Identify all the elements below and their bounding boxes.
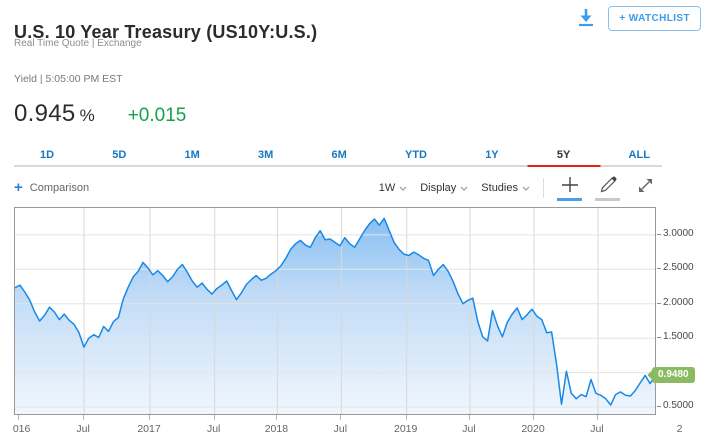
range-tab-all[interactable]: ALL — [628, 149, 650, 161]
chart-toolbar: + Comparison 1W Display Studies — [14, 174, 658, 201]
expand-icon — [637, 177, 654, 199]
chevron-down-icon — [399, 182, 407, 194]
chart-tools: 1W Display Studies — [379, 174, 658, 201]
x-axis-tick — [83, 415, 85, 420]
x-axis: 016 Jul 2017 Jul 2018 Jul 2019 Jul 2020 Jul 2 — [12, 415, 710, 443]
x-axis-label: Jul — [462, 423, 476, 435]
y-axis-label: 2.0000 — [663, 296, 694, 308]
price-chart[interactable] — [14, 207, 656, 415]
x-axis-label: Jul — [333, 423, 348, 435]
comparison-label: Comparison — [29, 181, 90, 194]
y-axis-label: 2.5000 — [663, 262, 694, 274]
fullscreen-button[interactable] — [633, 174, 658, 201]
y-axis-label: 3.0000 — [663, 227, 694, 239]
display-dropdown[interactable]: Display — [420, 182, 468, 194]
price-value: 0.945 — [14, 100, 76, 127]
y-axis-tick — [657, 406, 661, 408]
interval-label: 1W — [378, 181, 396, 194]
range-tabs: 1D 5D 1M 3M 6M YTD 1Y 5Y ALL — [14, 146, 662, 167]
x-axis-tick — [149, 415, 150, 420]
price-change: +0.015 — [127, 105, 187, 126]
quote-source-label: Real Time Quote | Exchange — [14, 38, 142, 49]
active-tool-indicator — [557, 198, 582, 201]
tool-indicator — [595, 198, 620, 201]
price-row: 0.945 % +0.015 — [14, 100, 186, 128]
studies-label: Studies — [481, 181, 518, 194]
x-axis-tick — [405, 415, 407, 420]
x-axis-label: 016 — [12, 423, 31, 435]
x-axis-label: 2018 — [264, 423, 289, 435]
header-actions: + WATCHLIST — [574, 6, 701, 31]
x-axis-label: Jul — [590, 423, 604, 435]
price-unit: % — [79, 106, 95, 125]
pencil-icon — [598, 175, 618, 200]
draw-tool-button[interactable] — [595, 174, 620, 201]
range-tab-1d[interactable]: 1D — [40, 149, 55, 161]
add-watchlist-button[interactable]: + WATCHLIST — [608, 6, 701, 31]
y-axis-tick — [657, 268, 661, 270]
y-axis-tick — [657, 233, 661, 235]
download-button[interactable] — [574, 7, 598, 31]
studies-dropdown[interactable]: Studies — [481, 182, 530, 194]
y-axis-tick — [657, 337, 661, 339]
quote-context-line: Yield | 5:05:00 PM EST — [14, 73, 123, 85]
plus-icon: + — [14, 179, 23, 196]
interval-dropdown[interactable]: 1W — [379, 182, 408, 194]
chevron-down-icon — [522, 182, 530, 194]
x-axis-label: 2 — [676, 423, 683, 435]
range-tab-6m[interactable]: 6M — [331, 149, 347, 161]
y-axis-label: 1.5000 — [663, 331, 694, 343]
display-label: Display — [420, 181, 457, 194]
x-axis-label: 2020 — [521, 423, 545, 435]
x-axis-tick — [597, 415, 598, 420]
last-price-badge: 0.9480 — [652, 367, 695, 384]
download-icon — [575, 6, 597, 31]
x-axis-tick — [469, 415, 470, 420]
y-axis-label: 0.5000 — [663, 400, 694, 412]
y-axis-tick — [657, 302, 661, 304]
range-tab-5y[interactable]: 5Y — [557, 146, 570, 165]
crosshair-tool-button[interactable] — [557, 174, 582, 201]
x-axis-tick — [340, 415, 342, 420]
x-axis-tick — [17, 415, 19, 420]
x-axis-label: Jul — [76, 423, 90, 435]
range-tab-3m[interactable]: 3M — [258, 149, 274, 161]
comparison-button[interactable]: + Comparison — [14, 180, 89, 195]
range-tab-1m[interactable]: 1M — [184, 149, 200, 161]
range-tab-1y[interactable]: 1Y — [485, 149, 499, 161]
range-tab-ytd[interactable]: YTD — [404, 149, 427, 161]
x-axis-label: 2019 — [394, 423, 418, 435]
x-axis-label: Jul — [206, 423, 221, 435]
toolbar-divider — [543, 177, 544, 198]
x-axis-label: 2017 — [137, 423, 161, 435]
crosshair-icon — [559, 174, 581, 201]
x-axis-tick — [276, 415, 278, 420]
page-title: U.S. 10 Year Treasury (US10Y:U.S.) — [14, 22, 318, 43]
x-axis-tick — [533, 415, 534, 420]
x-axis-tick — [213, 415, 215, 420]
chevron-down-icon — [460, 182, 468, 194]
range-tab-5d[interactable]: 5D — [112, 149, 127, 161]
